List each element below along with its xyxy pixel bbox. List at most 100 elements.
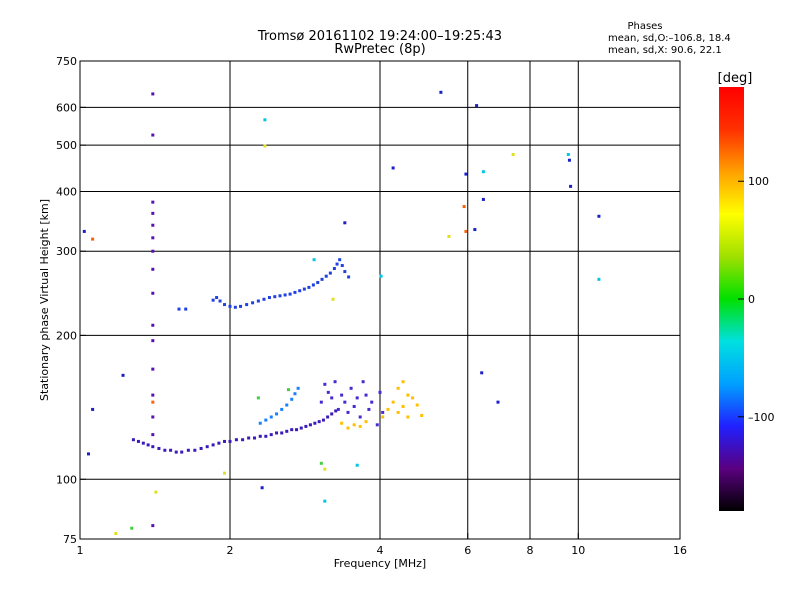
data-point <box>312 258 316 262</box>
data-point <box>114 532 118 536</box>
data-point <box>263 144 267 148</box>
x-tick-label: 16 <box>673 544 687 557</box>
data-point <box>304 424 308 428</box>
colorbar-label: [deg] <box>718 71 753 86</box>
data-point <box>256 396 260 400</box>
data-point <box>151 445 155 449</box>
data-point <box>264 418 268 422</box>
chart-subtitle: RwPretec (8p) <box>334 42 425 57</box>
data-point <box>481 170 485 174</box>
data-point <box>375 423 379 427</box>
legend-line-x: mean, sd,X: 90.6, 22.1 <box>608 45 722 56</box>
data-point <box>447 235 451 239</box>
data-point <box>340 393 344 397</box>
data-point <box>381 410 385 414</box>
data-point <box>131 438 135 442</box>
data-point <box>296 386 300 390</box>
y-tick-label: 500 <box>56 139 77 152</box>
data-point <box>406 393 410 397</box>
data-point <box>308 423 312 427</box>
data-point <box>82 229 86 233</box>
data-point <box>293 290 297 294</box>
data-point <box>302 287 306 291</box>
data-point <box>367 407 371 411</box>
data-point <box>335 262 339 266</box>
data-point <box>401 404 405 408</box>
x-axis-ticks: 1 2 4 6 8 10 16 <box>77 533 687 557</box>
data-point <box>349 386 353 390</box>
data-point <box>151 524 155 528</box>
data-point <box>151 236 155 240</box>
data-point <box>151 367 155 371</box>
colorbar-tick-label: 100 <box>748 175 769 188</box>
data-point <box>370 400 374 404</box>
data-point <box>228 304 232 308</box>
y-tick-label: 200 <box>56 329 77 342</box>
data-point <box>186 448 190 452</box>
y-tick-label: 300 <box>56 245 77 258</box>
data-point <box>151 400 155 404</box>
data-point <box>464 172 468 176</box>
data-point <box>319 400 323 404</box>
y-tick-label: 600 <box>56 101 77 114</box>
data-point <box>391 166 395 170</box>
data-point <box>326 390 330 394</box>
data-point <box>199 446 203 450</box>
data-point <box>332 267 336 271</box>
data-point <box>258 434 262 438</box>
data-point <box>415 403 419 407</box>
data-point <box>184 307 188 311</box>
data-point <box>273 295 277 299</box>
data-point <box>361 380 365 384</box>
data-point <box>290 428 294 432</box>
data-point <box>193 448 197 452</box>
data-point <box>169 448 173 452</box>
data-point <box>290 397 294 401</box>
data-point <box>307 285 311 289</box>
data-point <box>151 92 155 96</box>
x-tick-label: 4 <box>377 544 384 557</box>
data-point <box>151 211 155 215</box>
data-point <box>343 270 347 274</box>
data-point <box>264 434 268 438</box>
data-point <box>511 153 515 157</box>
data-point <box>151 323 155 327</box>
data-point <box>228 439 232 443</box>
data-point <box>298 289 302 293</box>
data-point <box>358 415 362 419</box>
data-point <box>326 415 330 419</box>
data-point <box>319 461 323 465</box>
data-point <box>258 421 262 425</box>
x-tick-label: 6 <box>464 544 471 557</box>
data-point <box>239 304 243 308</box>
data-point <box>260 486 264 490</box>
data-point <box>245 303 249 307</box>
data-point <box>163 448 167 452</box>
data-point <box>223 303 227 307</box>
data-point <box>121 373 125 377</box>
data-points <box>82 90 601 536</box>
data-point <box>323 467 327 471</box>
data-point <box>378 390 382 394</box>
data-point <box>299 426 303 430</box>
data-point <box>343 400 347 404</box>
data-point <box>205 445 209 449</box>
data-point <box>269 415 273 419</box>
chart-title: Tromsø 20161102 19:24:00–19:25:43 <box>257 29 502 44</box>
data-point <box>340 264 344 268</box>
data-point <box>91 237 95 241</box>
data-point <box>358 424 362 428</box>
data-point <box>473 228 477 232</box>
data-point <box>496 400 500 404</box>
data-point <box>256 299 260 303</box>
data-point <box>293 392 297 396</box>
data-point <box>233 305 237 309</box>
data-point <box>364 393 368 397</box>
y-tick-label: 100 <box>56 473 77 486</box>
data-point <box>280 407 284 411</box>
data-point <box>338 258 342 262</box>
data-point <box>411 396 415 400</box>
data-point <box>324 274 328 278</box>
data-point <box>151 415 155 419</box>
data-point <box>330 412 334 416</box>
